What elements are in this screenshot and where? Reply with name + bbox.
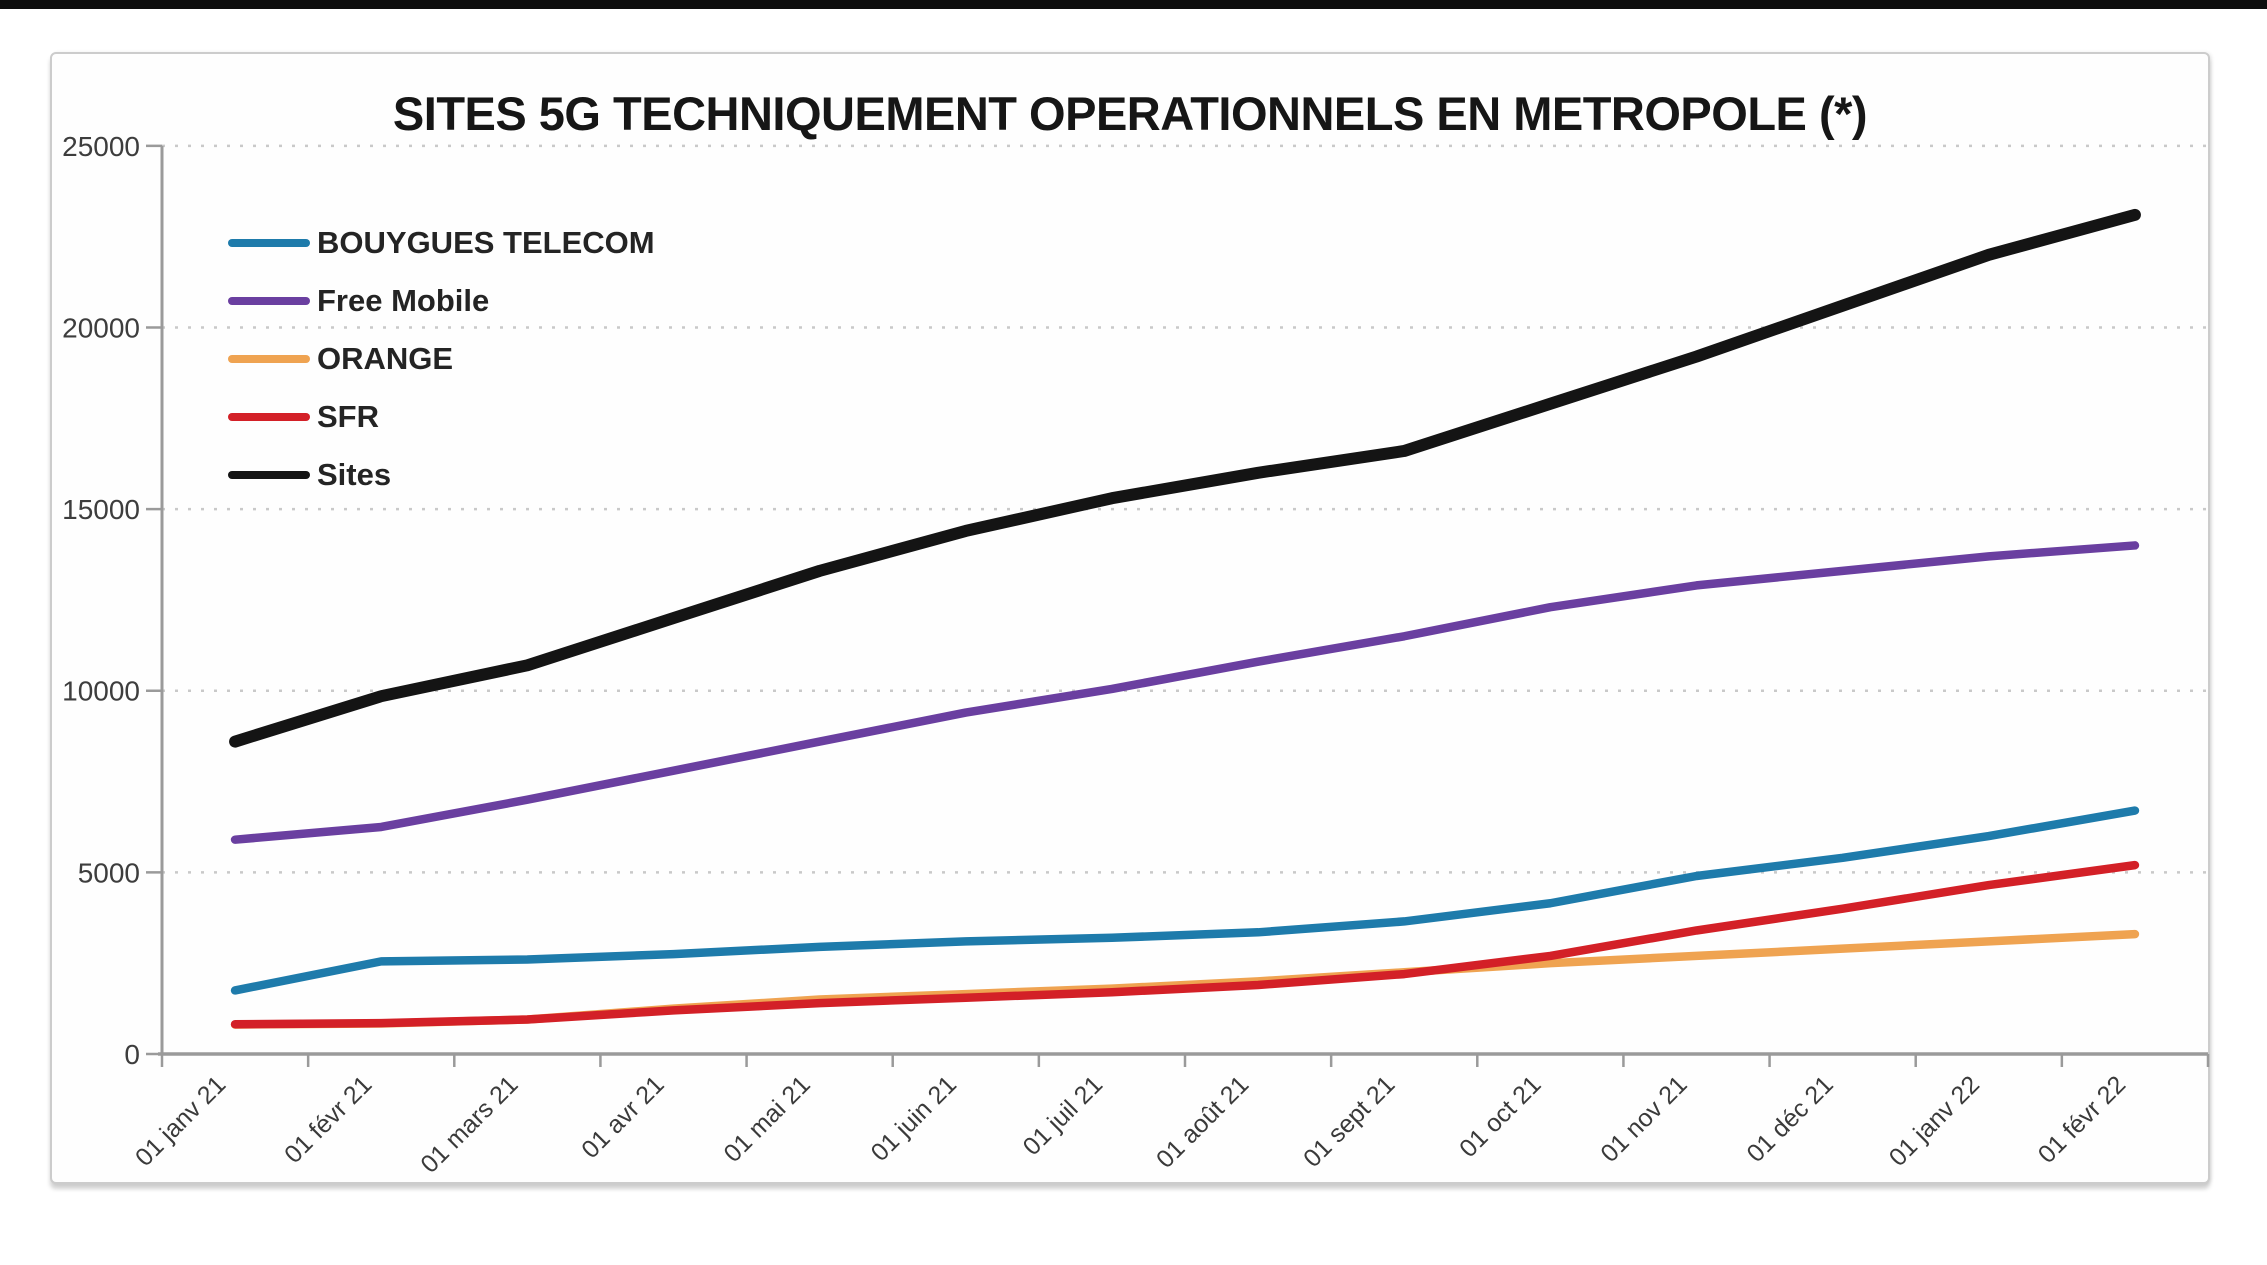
series-line-sfr <box>230 860 2140 1029</box>
x-tick-label: 01 nov 21 <box>1595 1070 1692 1167</box>
legend-item-sites: Sites <box>228 446 655 504</box>
legend-swatch-icon <box>228 413 310 421</box>
legend: BOUYGUES TELECOM Free Mobile ORANGE SFR … <box>228 214 655 504</box>
legend-label: SFR <box>317 399 379 434</box>
legend-label: BOUYGUES TELECOM <box>317 225 655 260</box>
x-tick-label: 01 mars 21 <box>415 1070 523 1178</box>
x-tick-label: 01 févr 22 <box>2033 1070 2131 1168</box>
x-tick-label: 01 janv 21 <box>130 1070 231 1171</box>
series-line-bouygues-telecom <box>230 806 2140 995</box>
y-tick-label: 5000 <box>78 857 140 888</box>
legend-item-orange: ORANGE <box>228 330 655 388</box>
y-tick-label: 10000 <box>62 676 140 707</box>
legend-item-free-mobile: Free Mobile <box>228 272 655 330</box>
x-tick-label: 01 févr 21 <box>279 1070 377 1168</box>
x-tick-label: 01 juil 21 <box>1018 1070 1109 1161</box>
legend-swatch-icon <box>228 471 310 479</box>
x-tick-label: 01 janv 22 <box>1884 1070 1985 1171</box>
x-tick-label: 01 déc 21 <box>1741 1070 1838 1167</box>
legend-item-sfr: SFR <box>228 388 655 446</box>
x-tick-label: 01 avr 21 <box>576 1070 670 1164</box>
legend-swatch-icon <box>228 355 310 363</box>
x-tick-label: 01 mai 21 <box>718 1070 815 1167</box>
y-tick-label: 15000 <box>62 494 140 525</box>
legend-item-bouygues-telecom: BOUYGUES TELECOM <box>228 214 655 272</box>
legend-swatch-icon <box>228 239 310 247</box>
legend-swatch-icon <box>228 297 310 305</box>
series-line-sites <box>229 208 2141 748</box>
x-tick-label: 01 sept 21 <box>1298 1070 1400 1172</box>
top-black-strip <box>0 0 2267 9</box>
y-tick-label: 0 <box>124 1039 140 1070</box>
x-tick-label: 01 août 21 <box>1151 1070 1254 1173</box>
chart-title: SITES 5G TECHNIQUEMENT OPERATIONNELS EN … <box>392 87 1868 140</box>
y-tick-label: 25000 <box>62 131 140 162</box>
x-tick-label: 01 juin 21 <box>866 1070 962 1166</box>
legend-label: Sites <box>317 457 392 492</box>
y-tick-label: 20000 <box>62 312 140 343</box>
legend-label: Free Mobile <box>317 283 490 318</box>
x-tick-label: 01 oct 21 <box>1454 1070 1547 1163</box>
series-line-orange <box>230 929 2140 1029</box>
series-line-free-mobile <box>230 541 2140 844</box>
legend-label: ORANGE <box>317 341 454 376</box>
